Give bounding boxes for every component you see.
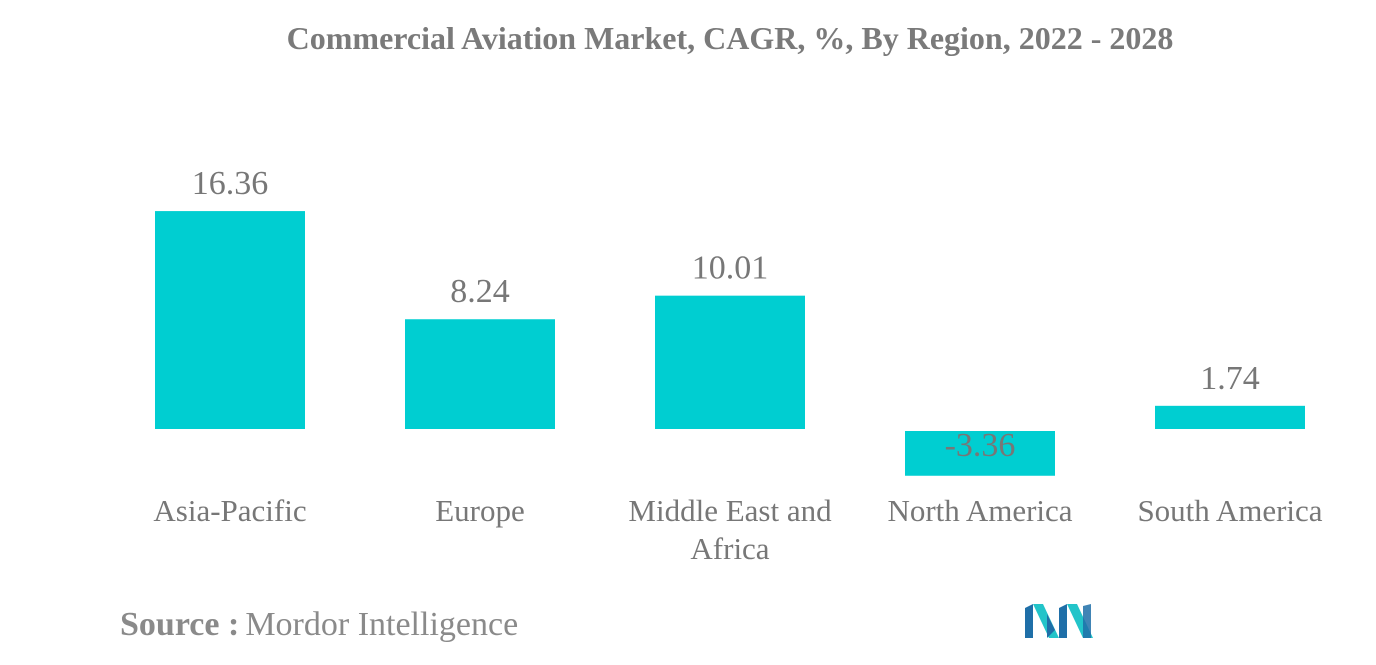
bar-asia-pacific (155, 211, 305, 429)
category-label: Asia-Pacific (153, 493, 306, 528)
data-label: -3.36 (945, 427, 1016, 464)
data-label: 1.74 (1200, 360, 1260, 397)
category-label: Europe (435, 493, 525, 528)
source-label: Source : (120, 606, 240, 643)
bar-europe (405, 319, 555, 429)
data-label: 10.01 (692, 250, 769, 287)
category-label: Middle East and (628, 493, 832, 528)
category-label: North America (887, 493, 1072, 528)
mordor-logo-icon (1025, 604, 1093, 638)
category-label: Africa (690, 531, 769, 566)
bar-chart: 16.36 Asia-Pacific 8.24 Europe 10.01 Middle E… (153, 165, 1322, 566)
source-name: Mordor Intelligence (245, 606, 519, 643)
category-label: South America (1137, 493, 1322, 528)
bar-middle-east-and-africa (655, 295, 805, 429)
bar-south-america (1155, 405, 1305, 429)
source-line: Source : Mordor Intelligence (120, 606, 518, 644)
data-label: 8.24 (450, 273, 510, 310)
bar-north-america (905, 431, 1055, 476)
chart-title: Commercial Aviation Market, CAGR, %, By … (286, 20, 1174, 56)
data-label: 16.36 (192, 165, 269, 202)
